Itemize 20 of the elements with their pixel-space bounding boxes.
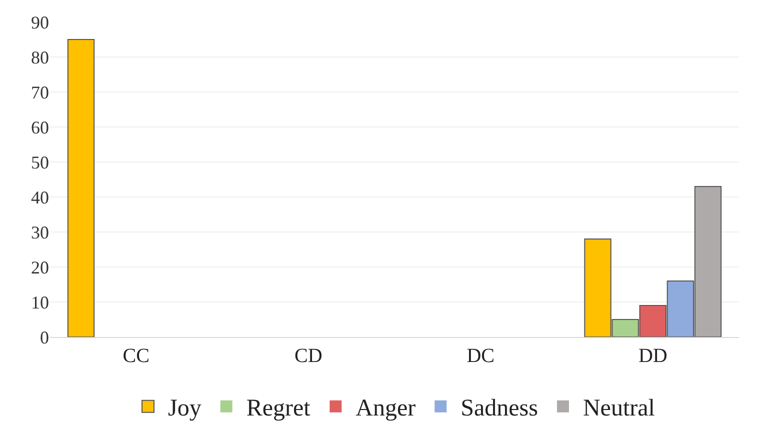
y-tick-label: 20 [31, 257, 49, 278]
y-tick-label: 40 [31, 187, 49, 208]
legend-label: Sadness [460, 396, 538, 422]
x-tick-label: DC [466, 345, 495, 367]
y-tick-label: 90 [31, 12, 49, 32]
y-tick-label: 10 [31, 292, 49, 312]
legend-label: Anger [356, 396, 416, 422]
legend-label: Joy [168, 396, 202, 422]
y-tick-label: 30 [31, 222, 49, 242]
legend-label: Neutral [582, 396, 656, 422]
y-tick-label: 60 [31, 117, 49, 138]
legend-label: Regret [246, 396, 311, 422]
x-tick-label: CD [294, 345, 322, 367]
y-tick-label: 80 [31, 47, 49, 68]
x-tick-label: CC [122, 345, 150, 367]
x-tick-label: DD [638, 345, 668, 367]
bar [67, 39, 95, 337]
y-tick-label: 0 [40, 327, 49, 348]
y-tick-label: 70 [31, 82, 49, 102]
y-tick-label: 50 [31, 152, 49, 172]
